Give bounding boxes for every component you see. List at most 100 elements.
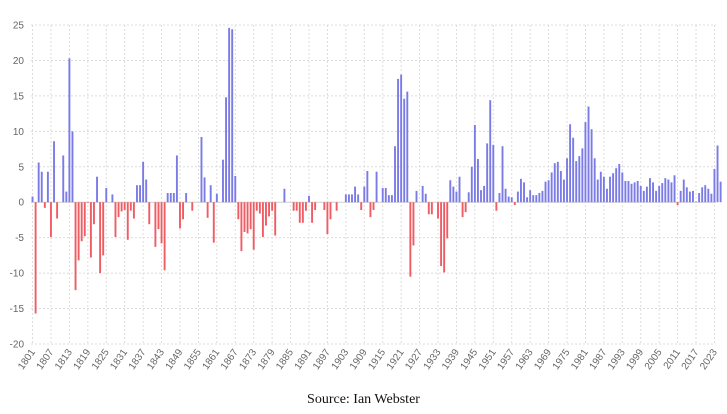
bar-2013 [682, 179, 685, 203]
bar-2011 [676, 202, 679, 206]
x-tick-label: 1921 [385, 347, 407, 372]
bar-1806 [46, 171, 49, 203]
x-tick-label: 1999 [624, 347, 646, 372]
x-tick-label: 1819 [72, 347, 94, 372]
bar-1834 [132, 202, 135, 219]
bar-1857 [203, 177, 206, 203]
bar-1929 [424, 193, 427, 203]
bar-2002 [649, 178, 651, 203]
bar-1937 [449, 180, 452, 203]
bar-1832 [126, 202, 129, 240]
bar-1837 [142, 161, 145, 203]
bar-1956 [507, 196, 510, 203]
bar-2003 [652, 182, 654, 203]
bar-1936 [446, 202, 449, 239]
bar-1975 [566, 158, 568, 203]
bar-1981 [584, 122, 587, 203]
bar-2006 [661, 183, 664, 203]
bar-1949 [486, 143, 489, 203]
bar-1987 [602, 176, 605, 203]
x-tick-label: 2011 [662, 347, 684, 371]
bar-1865 [228, 27, 231, 203]
bar-1984 [593, 158, 596, 203]
bar-1952 [495, 202, 498, 211]
bar-1922 [403, 98, 406, 203]
bar-1959 [516, 191, 519, 203]
x-tick-label: 1807 [35, 347, 57, 372]
bar-1822 [96, 176, 98, 203]
bar-1941 [461, 202, 464, 218]
bar-1917 [387, 195, 390, 203]
bar-1848 [175, 155, 178, 203]
bar-1861 [215, 193, 218, 203]
bar-1991 [615, 168, 618, 203]
bar-1960 [519, 178, 522, 203]
x-tick-label: 1813 [53, 347, 75, 372]
bar-1933 [437, 202, 439, 219]
bar-1962 [526, 197, 529, 203]
bar-1883 [283, 188, 286, 203]
x-tick-label: 1849 [164, 347, 186, 372]
bar-1944 [470, 166, 473, 203]
x-tick-label: 1939 [440, 347, 462, 372]
bar-1911 [369, 202, 372, 218]
bar-1897 [326, 202, 329, 235]
bar-1998 [636, 180, 639, 203]
bar-1912 [372, 202, 375, 211]
bar-1982 [587, 106, 590, 203]
bar-1836 [139, 185, 141, 203]
bar-1971 [553, 163, 556, 203]
bar-1906 [354, 186, 357, 203]
bar-1821 [93, 202, 95, 225]
bar-1979 [578, 156, 581, 203]
bar-1809 [56, 202, 59, 219]
bar-1997 [633, 182, 636, 203]
bar-1900 [335, 202, 338, 211]
bar-1838 [145, 179, 148, 203]
bar-1969 [547, 180, 550, 203]
bar-1916 [384, 188, 387, 203]
bar-1868 [237, 202, 240, 220]
bar-1958 [513, 202, 516, 206]
bar-1965 [535, 195, 538, 203]
bar-1829 [117, 202, 120, 218]
bar-1946 [476, 158, 479, 203]
bar-2000 [642, 190, 645, 203]
bar-1890 [304, 202, 307, 211]
bar-1967 [541, 190, 544, 203]
x-tick-label: 1993 [606, 347, 628, 372]
bar-1953 [498, 193, 501, 203]
x-axis-ticks: 1801180718131819182518311837184318491855… [16, 347, 720, 372]
bar-1871 [246, 202, 249, 234]
bar-1990 [612, 173, 615, 203]
bar-1878 [268, 202, 271, 217]
bar-1825 [105, 188, 108, 203]
x-tick-label: 1987 [588, 347, 610, 372]
bar-1986 [599, 171, 602, 203]
bar-1903 [344, 194, 347, 203]
bar-1955 [504, 188, 507, 203]
bar-1860 [212, 202, 215, 243]
bar-1909 [363, 186, 366, 203]
bar-1841 [154, 202, 157, 247]
bar-1811 [62, 155, 65, 203]
bar-1851 [185, 193, 188, 203]
bar-1904 [347, 194, 350, 203]
bar-1973 [559, 171, 562, 203]
x-tick-label: 1969 [532, 347, 554, 372]
bar-1812 [65, 191, 68, 203]
bar-1873 [252, 202, 255, 250]
bar-1835 [136, 185, 138, 203]
bar-1963 [529, 190, 532, 203]
bar-1818 [83, 202, 86, 237]
bar-1940 [458, 176, 461, 203]
bar-2015 [688, 191, 691, 203]
x-tick-label: 1975 [551, 347, 573, 372]
x-tick-label: 1843 [145, 347, 167, 372]
bar-1972 [556, 161, 559, 203]
bar-1839 [148, 202, 151, 225]
bar-1957 [510, 197, 513, 203]
bar-1898 [329, 202, 332, 220]
bar-1824 [102, 202, 105, 256]
bar-1803 [37, 162, 40, 203]
